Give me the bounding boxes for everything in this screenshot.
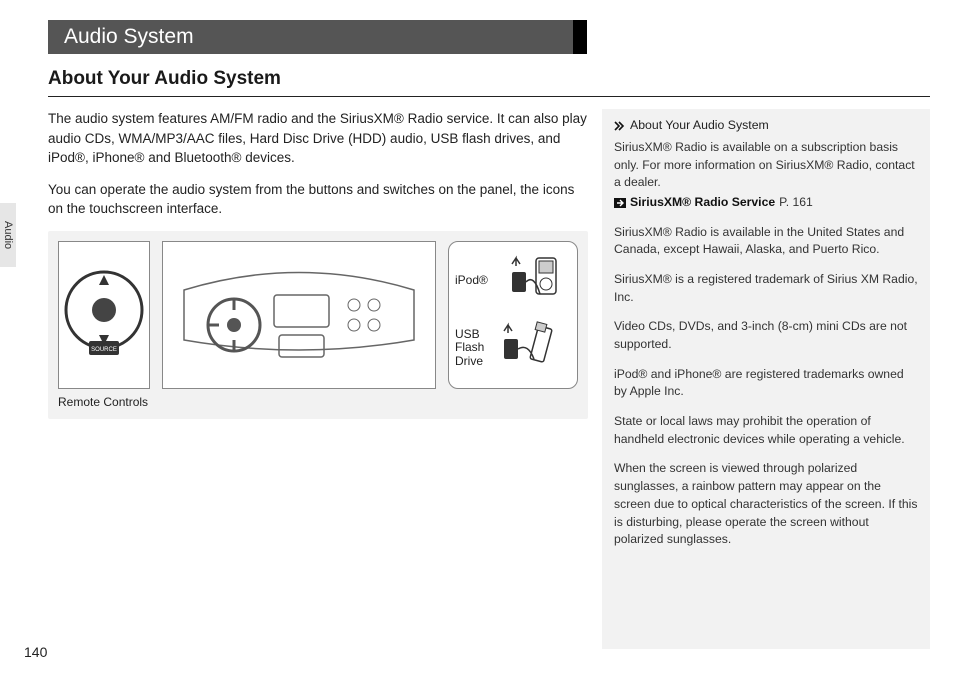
steering-remote-icon: SOURCE [59,255,149,375]
illustration-block: SOURCE Remote Controls [48,231,588,419]
sidebar-paragraph: SiriusXM® Radio is available in the Unit… [614,224,918,259]
main-column: The audio system features AM/FM radio an… [48,109,588,649]
remote-panel-wrap: SOURCE Remote Controls [58,241,150,409]
devices-panel: iPod® USB Flash [448,241,578,389]
section-title: About Your Audio System [48,68,930,90]
body-paragraph: You can operate the audio system from th… [48,180,588,219]
body-paragraph: The audio system features AM/FM radio an… [48,109,588,168]
manual-page: Audio System Audio About Your Audio Syst… [0,0,954,674]
usb-label-line: Flash [455,340,484,354]
chapter-bar: Audio System [48,20,930,54]
ipod-row: iPod® [455,254,571,309]
source-button-label: SOURCE [91,347,117,353]
ipod-icon [494,254,564,309]
link-arrow-icon [614,198,626,208]
side-tab: Audio [0,203,16,267]
chapter-title: Audio System [48,20,573,54]
usb-label-line: Drive [455,354,483,368]
dashboard-icon [179,250,419,380]
sidebar-paragraph: SiriusXM® Radio is available on a subscr… [614,139,918,192]
chapter-bar-cap [573,20,587,54]
dashboard-panel [162,241,436,389]
usb-drive-icon [490,321,560,376]
crossref-page: P. 161 [779,194,813,212]
crossref-title: SiriusXM® Radio Service [630,194,775,212]
usb-label-line: USB [455,327,480,341]
sidebar-column: About Your Audio System SiriusXM® Radio … [602,109,930,649]
sidebar-paragraph: When the screen is viewed through polari… [614,460,918,548]
usb-label: USB Flash Drive [455,328,484,369]
side-tab-label: Audio [2,221,14,249]
page-number: 140 [24,644,47,660]
sidebar-paragraph: State or local laws may prohibit the ope… [614,413,918,448]
sidebar-paragraph: SiriusXM® is a registered trademark of S… [614,271,918,306]
content-columns: The audio system features AM/FM radio an… [48,109,930,649]
remote-controls-label: Remote Controls [58,395,150,409]
remote-panel: SOURCE [58,241,150,389]
sidebar-heading: About Your Audio System [614,117,918,135]
sidebar-heading-text: About Your Audio System [630,117,769,135]
sidebar-crossref: SiriusXM® Radio Service P. 161 [614,194,918,212]
sidebar-paragraph: iPod® and iPhone® are registered tradema… [614,366,918,401]
ipod-label: iPod® [455,274,488,288]
sidebar-paragraph: Video CDs, DVDs, and 3-inch (8-cm) mini … [614,318,918,353]
usb-row: USB Flash Drive [455,321,571,376]
section-rule [48,96,930,97]
double-chevron-icon [614,120,626,132]
